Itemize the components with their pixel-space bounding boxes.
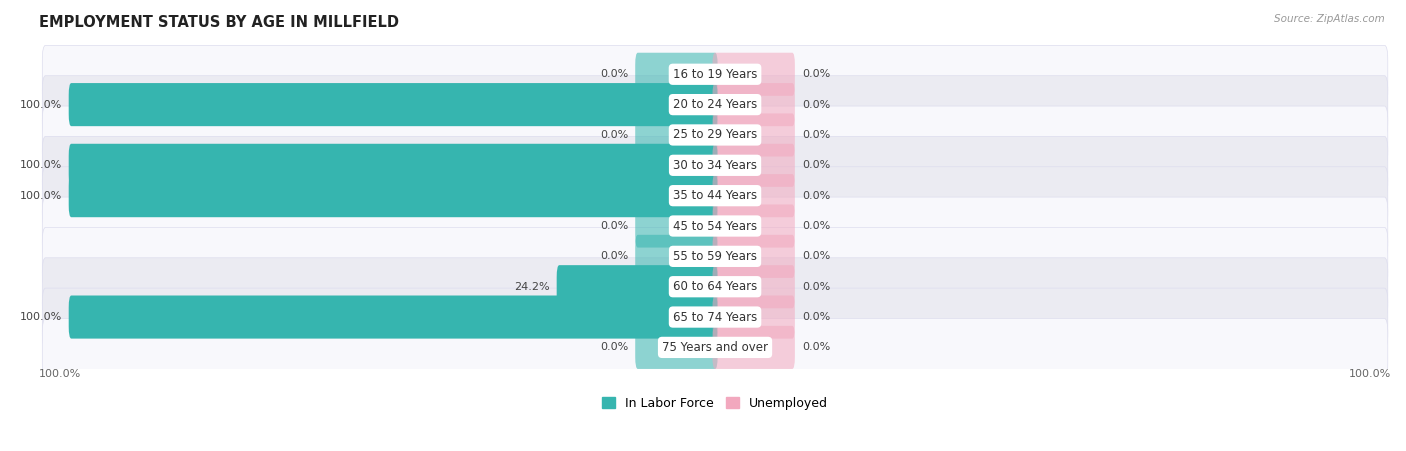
- Text: 24.2%: 24.2%: [515, 282, 550, 292]
- FancyBboxPatch shape: [69, 83, 717, 126]
- Text: 0.0%: 0.0%: [801, 342, 830, 352]
- FancyBboxPatch shape: [557, 265, 717, 308]
- Text: EMPLOYMENT STATUS BY AGE IN MILLFIELD: EMPLOYMENT STATUS BY AGE IN MILLFIELD: [39, 15, 399, 30]
- FancyBboxPatch shape: [713, 265, 794, 308]
- FancyBboxPatch shape: [42, 197, 1388, 257]
- Text: 16 to 19 Years: 16 to 19 Years: [673, 68, 758, 81]
- FancyBboxPatch shape: [636, 326, 717, 369]
- FancyBboxPatch shape: [713, 144, 794, 187]
- Text: 35 to 44 Years: 35 to 44 Years: [673, 189, 756, 202]
- Text: 65 to 74 Years: 65 to 74 Years: [673, 311, 758, 323]
- FancyBboxPatch shape: [636, 204, 717, 248]
- Text: 30 to 34 Years: 30 to 34 Years: [673, 159, 756, 172]
- Text: 0.0%: 0.0%: [801, 282, 830, 292]
- Text: 0.0%: 0.0%: [801, 160, 830, 170]
- FancyBboxPatch shape: [42, 136, 1388, 197]
- Text: 100.0%: 100.0%: [1348, 368, 1391, 379]
- Text: 0.0%: 0.0%: [600, 221, 628, 231]
- FancyBboxPatch shape: [42, 227, 1388, 288]
- FancyBboxPatch shape: [636, 53, 717, 96]
- Text: 0.0%: 0.0%: [801, 69, 830, 79]
- Text: 100.0%: 100.0%: [20, 312, 62, 322]
- Text: 100.0%: 100.0%: [39, 368, 82, 379]
- FancyBboxPatch shape: [42, 318, 1388, 378]
- Text: 0.0%: 0.0%: [801, 251, 830, 262]
- Text: 0.0%: 0.0%: [801, 221, 830, 231]
- FancyBboxPatch shape: [713, 83, 794, 126]
- FancyBboxPatch shape: [713, 174, 794, 217]
- Text: 60 to 64 Years: 60 to 64 Years: [673, 280, 758, 293]
- Text: 100.0%: 100.0%: [20, 160, 62, 170]
- FancyBboxPatch shape: [42, 106, 1388, 166]
- FancyBboxPatch shape: [42, 258, 1388, 318]
- FancyBboxPatch shape: [69, 174, 717, 217]
- Text: 0.0%: 0.0%: [600, 251, 628, 262]
- FancyBboxPatch shape: [636, 113, 717, 156]
- FancyBboxPatch shape: [636, 235, 717, 278]
- Text: Source: ZipAtlas.com: Source: ZipAtlas.com: [1274, 14, 1385, 23]
- FancyBboxPatch shape: [42, 167, 1388, 227]
- Text: 75 Years and over: 75 Years and over: [662, 341, 768, 354]
- FancyBboxPatch shape: [69, 144, 717, 187]
- Text: 25 to 29 Years: 25 to 29 Years: [673, 129, 758, 142]
- FancyBboxPatch shape: [42, 46, 1388, 106]
- FancyBboxPatch shape: [42, 76, 1388, 136]
- Text: 0.0%: 0.0%: [600, 69, 628, 79]
- Text: 100.0%: 100.0%: [20, 191, 62, 201]
- FancyBboxPatch shape: [713, 235, 794, 278]
- Text: 0.0%: 0.0%: [801, 100, 830, 110]
- Text: 0.0%: 0.0%: [600, 130, 628, 140]
- Text: 55 to 59 Years: 55 to 59 Years: [673, 250, 756, 263]
- Text: 0.0%: 0.0%: [801, 191, 830, 201]
- FancyBboxPatch shape: [713, 113, 794, 156]
- Text: 0.0%: 0.0%: [801, 312, 830, 322]
- Text: 45 to 54 Years: 45 to 54 Years: [673, 220, 756, 233]
- Text: 0.0%: 0.0%: [600, 342, 628, 352]
- FancyBboxPatch shape: [713, 53, 794, 96]
- FancyBboxPatch shape: [713, 295, 794, 339]
- Text: 0.0%: 0.0%: [801, 130, 830, 140]
- FancyBboxPatch shape: [69, 295, 717, 339]
- FancyBboxPatch shape: [713, 326, 794, 369]
- FancyBboxPatch shape: [713, 204, 794, 248]
- FancyBboxPatch shape: [42, 288, 1388, 348]
- Text: 20 to 24 Years: 20 to 24 Years: [673, 98, 758, 111]
- Text: 100.0%: 100.0%: [20, 100, 62, 110]
- Legend: In Labor Force, Unemployed: In Labor Force, Unemployed: [598, 392, 832, 415]
